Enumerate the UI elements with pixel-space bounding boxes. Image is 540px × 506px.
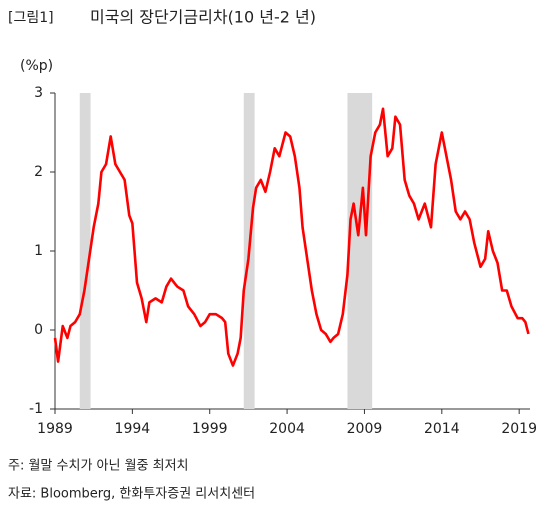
x-tick-label: 2004 xyxy=(269,421,305,437)
data-line xyxy=(53,107,530,367)
shaded-range xyxy=(347,93,373,409)
y-tick-label: 1 xyxy=(34,243,43,259)
note: 주: 월말 수치가 아닌 월중 최저치 xyxy=(8,459,189,474)
x-tick-label: 1994 xyxy=(115,421,151,437)
x-tick-label: 2014 xyxy=(424,421,460,437)
chart-title: 미국의 장단기금리차(10 년-2 년) xyxy=(90,8,316,27)
x-tick-label: 1989 xyxy=(37,421,73,437)
title-tag: [그림1] xyxy=(8,10,54,26)
y-tick-label: 0 xyxy=(34,322,43,338)
shaded-range xyxy=(79,93,91,409)
y-unit: (%p) xyxy=(20,58,53,74)
x-tick-label: 1999 xyxy=(192,421,228,437)
source: 자료: Bloomberg, 한화투자증권 리서치센터 xyxy=(8,487,255,502)
y-tick-label: 2 xyxy=(34,164,43,180)
x-tick-label: 2019 xyxy=(501,421,537,437)
y-tick-label: 3 xyxy=(34,85,43,101)
y-tick-label: -1 xyxy=(29,401,43,417)
x-tick-label: 2009 xyxy=(347,421,383,437)
